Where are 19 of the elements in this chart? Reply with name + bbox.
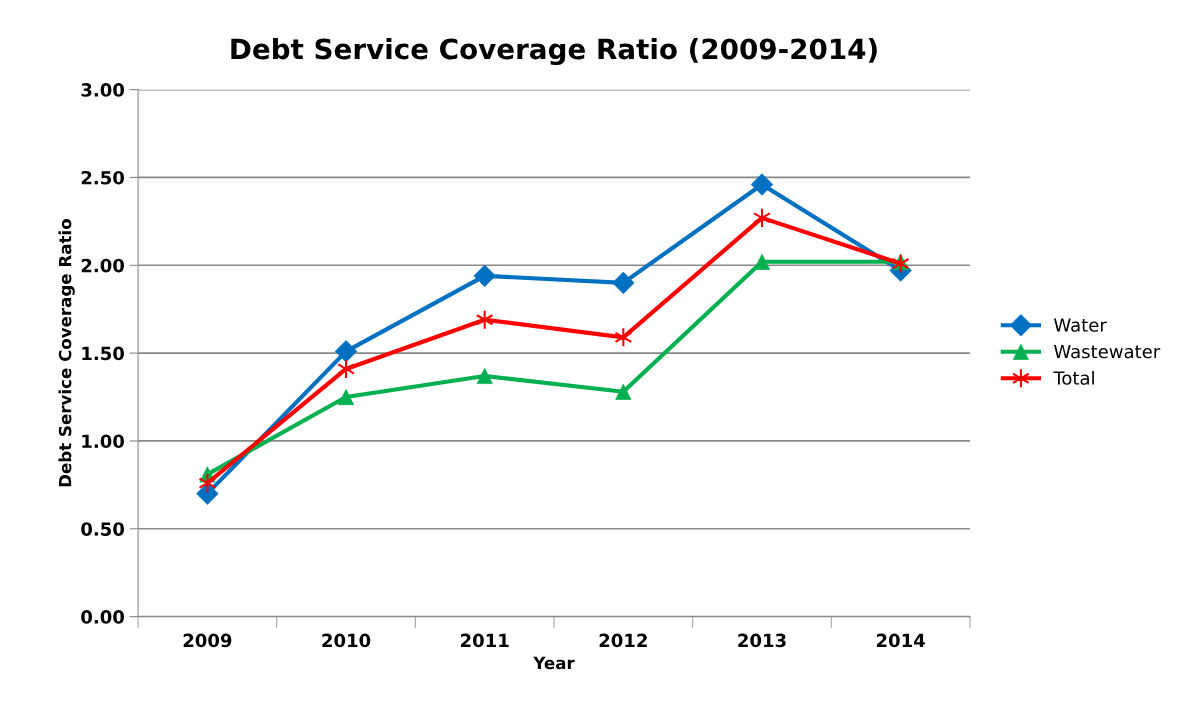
- x-tick-label: 2013: [738, 633, 786, 648]
- legend-label: Water: [1054, 318, 1107, 332]
- legend-label: Total: [1053, 370, 1094, 385]
- x-tick-label: 2012: [599, 633, 647, 648]
- y-tick-label: 0.50: [81, 522, 124, 536]
- chart-title: Debt Service Coverage Ratio (2009-2014): [231, 37, 877, 66]
- y-tick-label: 3.00: [81, 83, 124, 97]
- x-axis-title: Year: [533, 656, 575, 670]
- y-tick-label: 1.50: [82, 346, 124, 361]
- y-tick-label: 2.00: [81, 258, 124, 273]
- legend-label: Wastewater: [1054, 344, 1161, 359]
- y-tick-label: 1.00: [82, 434, 124, 449]
- x-tick-label: 2009: [183, 633, 232, 648]
- y-tick-label: 2.50: [81, 170, 124, 185]
- y-tick-label: 0.00: [81, 610, 124, 624]
- x-tick-label: 2011: [460, 633, 509, 648]
- y-axis-title: Debt Service Coverage Ratio: [58, 219, 75, 487]
- x-tick-label: 2010: [322, 633, 371, 648]
- x-tick-label: 2014: [876, 633, 925, 648]
